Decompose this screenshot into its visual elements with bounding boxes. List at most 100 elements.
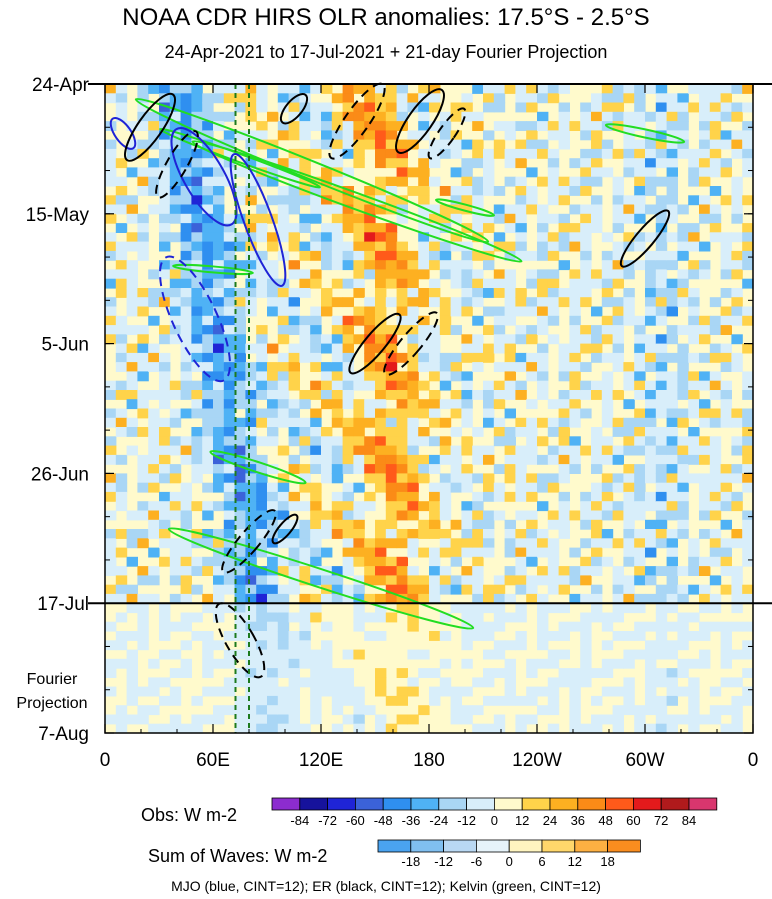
field-cell — [623, 362, 635, 372]
field-cell — [407, 334, 419, 345]
field-cell — [461, 176, 473, 187]
field-cell — [321, 380, 333, 391]
field-cell — [537, 538, 549, 549]
colorbar-box — [605, 797, 634, 811]
field-cell — [223, 510, 236, 521]
field-cell — [483, 631, 495, 641]
field-cell — [483, 547, 495, 558]
colorbar-tick-label: 72 — [654, 813, 668, 828]
field-cell — [299, 158, 311, 169]
field-cell — [515, 176, 527, 187]
field-cell — [634, 593, 646, 604]
field-cell — [547, 677, 560, 688]
field-cell — [169, 538, 182, 549]
field-cell — [213, 269, 225, 280]
field-cell — [288, 380, 300, 391]
field-cell — [429, 343, 441, 354]
field-cell — [601, 111, 614, 122]
field-cell — [245, 649, 257, 660]
field-cell — [580, 631, 592, 641]
field-cell — [137, 566, 149, 576]
field-cell — [105, 139, 117, 150]
field-cell — [537, 111, 549, 122]
field-cell — [677, 121, 689, 131]
field-cell — [461, 93, 473, 104]
field-cell — [180, 575, 192, 586]
field-cell — [461, 167, 473, 178]
field-cell — [537, 232, 549, 243]
field-cell — [504, 529, 516, 539]
field-cell — [180, 186, 192, 196]
field-cell — [731, 417, 743, 428]
field-cell — [407, 139, 419, 150]
field-cell — [709, 464, 722, 474]
field-cell — [742, 454, 754, 465]
field-cell — [720, 677, 732, 688]
field-cell — [213, 223, 225, 233]
field-cell — [439, 677, 452, 688]
colorbar-box — [443, 839, 477, 853]
field-cell — [483, 408, 495, 419]
field-cell — [439, 148, 452, 159]
field-cell — [202, 556, 214, 567]
field-cell — [126, 556, 138, 567]
field-cell — [731, 306, 743, 317]
field-cell — [159, 213, 171, 224]
field-cell — [375, 241, 387, 252]
projection-label-line: Fourier — [27, 671, 78, 688]
field-cell — [634, 510, 646, 521]
field-cell — [537, 380, 549, 391]
field-cell — [547, 538, 560, 549]
field-cell — [429, 121, 441, 131]
field-cell — [450, 325, 462, 335]
field-cell — [375, 593, 387, 604]
field-cell — [223, 501, 236, 512]
field-cell — [623, 695, 635, 706]
field-cell — [310, 325, 322, 335]
field-cell — [148, 436, 160, 447]
field-cell — [223, 325, 236, 335]
field-cell — [515, 250, 527, 261]
field-cell — [439, 482, 452, 493]
field-cell — [645, 260, 657, 271]
field-cell — [612, 334, 624, 345]
field-cell — [537, 93, 549, 104]
field-cell — [709, 473, 722, 484]
field-cell — [256, 343, 268, 354]
field-cell — [310, 417, 322, 428]
field-cell — [223, 408, 236, 419]
field-cell — [126, 445, 138, 456]
field-cell — [191, 232, 203, 243]
colorbar-box — [354, 797, 384, 811]
field-cell — [137, 343, 149, 354]
field-cell — [245, 213, 257, 224]
field-cell — [288, 158, 300, 169]
field-cell — [569, 362, 581, 372]
field-cell — [526, 250, 538, 261]
field-cell — [245, 566, 257, 576]
field-cell — [677, 250, 689, 261]
field-cell — [364, 408, 376, 419]
er-contour — [271, 513, 299, 545]
field-cell — [245, 491, 257, 502]
field-cell — [396, 380, 408, 391]
field-cell — [148, 362, 160, 372]
field-cell — [256, 278, 268, 289]
field-cell — [645, 649, 657, 660]
field-cell — [558, 362, 570, 372]
field-cell — [742, 686, 754, 697]
field-cell — [342, 510, 354, 521]
field-cell — [515, 362, 527, 372]
field-cell — [688, 705, 700, 716]
field-cell — [353, 241, 365, 252]
field-cell — [612, 362, 624, 372]
field-cell — [688, 352, 700, 363]
field-cell — [429, 371, 441, 382]
field-cell — [515, 482, 527, 493]
field-cell — [537, 658, 549, 669]
field-cell — [709, 390, 722, 400]
field-cell — [234, 482, 246, 493]
field-cell — [461, 269, 473, 280]
field-cell — [731, 723, 743, 734]
field-cell — [591, 547, 603, 558]
